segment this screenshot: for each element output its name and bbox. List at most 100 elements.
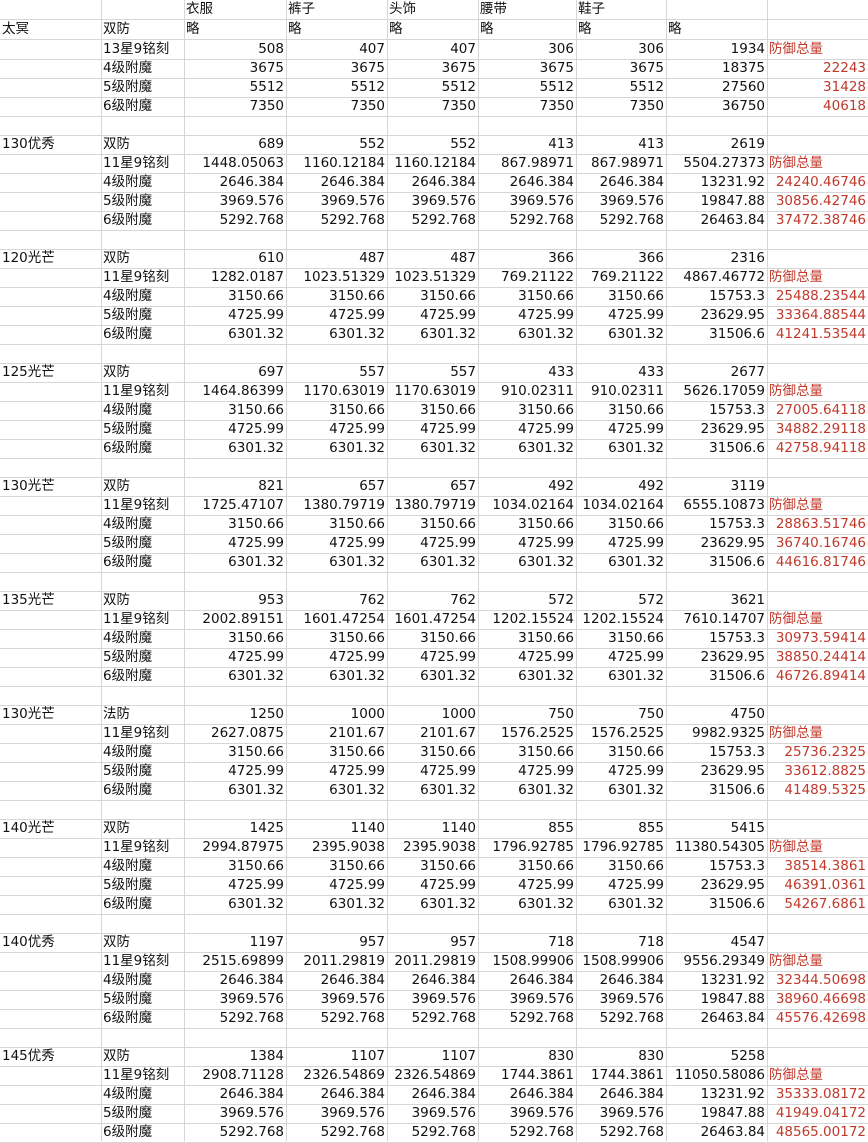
- section-label[interactable]: 140光芒: [2, 820, 55, 836]
- row-label[interactable]: 6级附魔: [103, 668, 153, 684]
- row-label[interactable]: 6级附魔: [103, 554, 153, 570]
- value-cell[interactable]: 5292.768: [320, 1010, 385, 1026]
- row-label[interactable]: 4级附魔: [103, 174, 153, 190]
- row-label[interactable]: 5级附魔: [103, 649, 153, 665]
- value-cell[interactable]: 2619: [730, 136, 765, 152]
- value-cell[interactable]: 9556.29349: [683, 953, 765, 969]
- value-cell[interactable]: 19847.88: [700, 193, 765, 209]
- value-cell[interactable]: 31506.6: [709, 668, 765, 684]
- row-label[interactable]: 双防: [103, 250, 130, 266]
- row-label[interactable]: 5级附魔: [103, 877, 153, 893]
- value-cell[interactable]: 1160.12184: [394, 155, 476, 171]
- value-cell[interactable]: 15753.3: [709, 288, 765, 304]
- value-cell[interactable]: 7350: [249, 98, 284, 114]
- defense-total-value[interactable]: 34882.29118: [775, 421, 866, 437]
- value-cell[interactable]: 4725.99: [518, 535, 574, 551]
- row-label[interactable]: 双防: [103, 1048, 130, 1064]
- defense-total-value[interactable]: 38850.24414: [775, 649, 866, 665]
- value-cell[interactable]: 6301.32: [329, 440, 385, 456]
- value-cell[interactable]: 6301.32: [518, 440, 574, 456]
- value-cell[interactable]: 3150.66: [228, 402, 284, 418]
- value-cell[interactable]: 19847.88: [700, 991, 765, 1007]
- value-cell[interactable]: 4750: [730, 706, 765, 722]
- value-cell[interactable]: 6301.32: [518, 326, 574, 342]
- column-subheader[interactable]: 略: [668, 21, 682, 37]
- value-cell[interactable]: 4725.99: [608, 535, 664, 551]
- row-label[interactable]: 6级附魔: [103, 896, 153, 912]
- value-cell[interactable]: 2646.384: [509, 972, 574, 988]
- value-cell[interactable]: 3150.66: [608, 630, 664, 646]
- column-subheader[interactable]: 略: [578, 21, 592, 37]
- value-cell[interactable]: 3969.576: [599, 1105, 664, 1121]
- value-cell[interactable]: 4725.99: [518, 649, 574, 665]
- value-cell[interactable]: 5258: [730, 1048, 765, 1064]
- value-cell[interactable]: 9982.9325: [691, 725, 765, 741]
- row-label[interactable]: 4级附魔: [103, 60, 153, 76]
- value-cell[interactable]: 6301.32: [420, 326, 476, 342]
- value-cell[interactable]: 1000: [350, 706, 385, 722]
- value-cell[interactable]: 3675: [539, 60, 574, 76]
- defense-total-label[interactable]: 防御总量: [769, 41, 823, 57]
- value-cell[interactable]: 1934: [730, 41, 765, 57]
- defense-total-value[interactable]: 44616.81746: [775, 554, 866, 570]
- value-cell[interactable]: 2011.29819: [303, 953, 385, 969]
- value-cell[interactable]: 1601.47254: [303, 611, 385, 627]
- value-cell[interactable]: 1140: [350, 820, 385, 836]
- row-label[interactable]: 双防: [103, 478, 130, 494]
- value-cell[interactable]: 867.98971: [590, 155, 664, 171]
- value-cell[interactable]: 3150.66: [329, 402, 385, 418]
- value-cell[interactable]: 3150.66: [608, 744, 664, 760]
- row-label[interactable]: 4级附魔: [103, 516, 153, 532]
- value-cell[interactable]: 6301.32: [518, 668, 574, 684]
- value-cell[interactable]: 5292.768: [509, 212, 574, 228]
- column-header[interactable]: 头饰: [389, 1, 416, 17]
- value-cell[interactable]: 5292.768: [219, 1124, 284, 1140]
- value-cell[interactable]: 2677: [730, 364, 765, 380]
- value-cell[interactable]: 2646.384: [599, 972, 664, 988]
- value-cell[interactable]: 492: [548, 478, 574, 494]
- row-label[interactable]: 4级附魔: [103, 1086, 153, 1102]
- value-cell[interactable]: 4725.99: [608, 877, 664, 893]
- value-cell[interactable]: 6301.32: [608, 326, 664, 342]
- value-cell[interactable]: 23629.95: [700, 535, 765, 551]
- value-cell[interactable]: 1170.63019: [303, 383, 385, 399]
- value-cell[interactable]: 3150.66: [608, 402, 664, 418]
- value-cell[interactable]: 1448.05063: [202, 155, 284, 171]
- value-cell[interactable]: 3969.576: [509, 193, 574, 209]
- value-cell[interactable]: 5512: [350, 79, 385, 95]
- value-cell[interactable]: 5626.17059: [683, 383, 765, 399]
- value-cell[interactable]: 4725.99: [420, 877, 476, 893]
- value-cell[interactable]: 6301.32: [420, 896, 476, 912]
- value-cell[interactable]: 5292.768: [411, 212, 476, 228]
- defense-total-value[interactable]: 42758.94118: [775, 440, 866, 456]
- row-label[interactable]: 4级附魔: [103, 972, 153, 988]
- value-cell[interactable]: 26463.84: [700, 1124, 765, 1140]
- defense-total-value[interactable]: 33612.8825: [784, 763, 866, 779]
- defense-total-value[interactable]: 33364.88544: [775, 307, 866, 323]
- row-label[interactable]: 6级附魔: [103, 440, 153, 456]
- value-cell[interactable]: 957: [450, 934, 476, 950]
- value-cell[interactable]: 13231.92: [700, 972, 765, 988]
- value-cell[interactable]: 1508.99906: [492, 953, 574, 969]
- value-cell[interactable]: 5415: [730, 820, 765, 836]
- row-label[interactable]: 5级附魔: [103, 421, 153, 437]
- defense-total-label[interactable]: 防御总量: [769, 497, 823, 513]
- defense-total-value[interactable]: 38960.46698: [775, 991, 866, 1007]
- row-label[interactable]: 双防: [103, 364, 130, 380]
- value-cell[interactable]: 1250: [249, 706, 284, 722]
- value-cell[interactable]: 1576.2525: [590, 725, 664, 741]
- value-cell[interactable]: 4725.99: [420, 421, 476, 437]
- column-header[interactable]: 衣服: [186, 1, 213, 17]
- value-cell[interactable]: 3969.576: [219, 193, 284, 209]
- value-cell[interactable]: 6301.32: [228, 782, 284, 798]
- row-label[interactable]: 5级附魔: [103, 991, 153, 1007]
- value-cell[interactable]: 1160.12184: [303, 155, 385, 171]
- value-cell[interactable]: 7350: [539, 98, 574, 114]
- defense-total-value[interactable]: 31428: [823, 79, 866, 95]
- value-cell[interactable]: 3150.66: [608, 858, 664, 874]
- value-cell[interactable]: 3150.66: [518, 288, 574, 304]
- value-cell[interactable]: 5292.768: [219, 1010, 284, 1026]
- value-cell[interactable]: 4725.99: [420, 763, 476, 779]
- value-cell[interactable]: 5512: [249, 79, 284, 95]
- value-cell[interactable]: 5292.768: [509, 1124, 574, 1140]
